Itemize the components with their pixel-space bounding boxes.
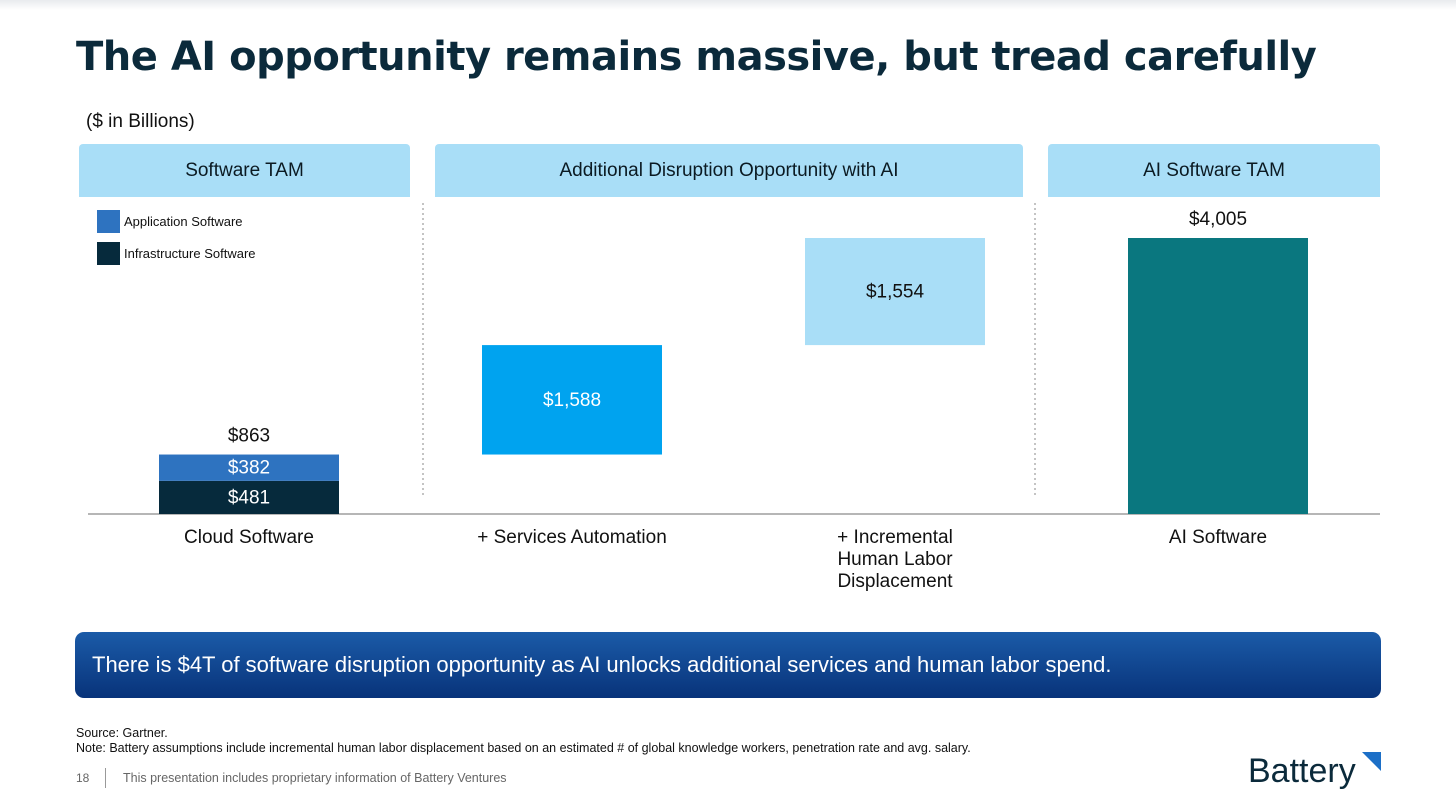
callout-text: There is $4T of software disruption oppo… bbox=[92, 652, 1112, 677]
legend-swatch-application bbox=[97, 210, 120, 233]
total-label-cloud-software: $863 bbox=[228, 426, 270, 447]
category-label-ai-software: AI Software bbox=[1168, 527, 1268, 548]
callout-banner: There is $4T of software disruption oppo… bbox=[75, 632, 1381, 698]
category-label-cloud-software: Cloud Software bbox=[184, 527, 314, 548]
bar-cloud-software-infrastructure bbox=[159, 480, 339, 514]
slide-title: The AI opportunity remains massive, but … bbox=[76, 34, 1317, 80]
bar-services-automation bbox=[482, 345, 662, 455]
top-shade bbox=[0, 0, 1456, 10]
category-label-services-automation: + Services Automation bbox=[477, 527, 667, 548]
legend-item-application: Application Software bbox=[97, 210, 243, 233]
bar-ai-software bbox=[1128, 238, 1308, 514]
bar-cloud-software-application bbox=[159, 454, 339, 481]
legend-item-infrastructure: Infrastructure Software bbox=[97, 242, 256, 265]
legend-label-infrastructure: Infrastructure Software bbox=[124, 246, 256, 261]
page-number: 18 bbox=[76, 771, 90, 785]
data-label-cloud-software-infrastructure: $481 bbox=[228, 487, 270, 508]
battery-logo-mark-icon bbox=[1362, 752, 1381, 771]
footer-divider bbox=[105, 768, 106, 788]
source-note: Source: Gartner. bbox=[76, 726, 168, 740]
bar-human-labor bbox=[805, 238, 985, 346]
data-label-ai-software: $4,005 bbox=[1189, 209, 1247, 230]
units-label: ($ in Billions) bbox=[86, 111, 195, 132]
footnote: Note: Battery assumptions include increm… bbox=[76, 741, 971, 755]
legend-label-application: Application Software bbox=[124, 214, 243, 229]
section-header-ai-software-tam: AI Software TAM bbox=[1048, 144, 1380, 197]
section-header-software-tam: Software TAM bbox=[79, 144, 410, 197]
data-label-services-automation: $1,588 bbox=[543, 390, 601, 411]
battery-logo: Battery bbox=[1248, 752, 1356, 790]
data-label-cloud-software-application: $382 bbox=[228, 458, 270, 479]
disclaimer: This presentation includes proprietary i… bbox=[123, 771, 507, 785]
waterfall-chart: $481 $382 $863 $1,588 $1,554 $4,005 bbox=[88, 203, 1380, 515]
data-label-human-labor: $1,554 bbox=[866, 282, 925, 303]
legend-swatch-infrastructure bbox=[97, 242, 120, 265]
category-label-human-labor: + Incremental Human Labor Displacement bbox=[837, 527, 953, 592]
section-header-disruption: Additional Disruption Opportunity with A… bbox=[435, 144, 1023, 197]
